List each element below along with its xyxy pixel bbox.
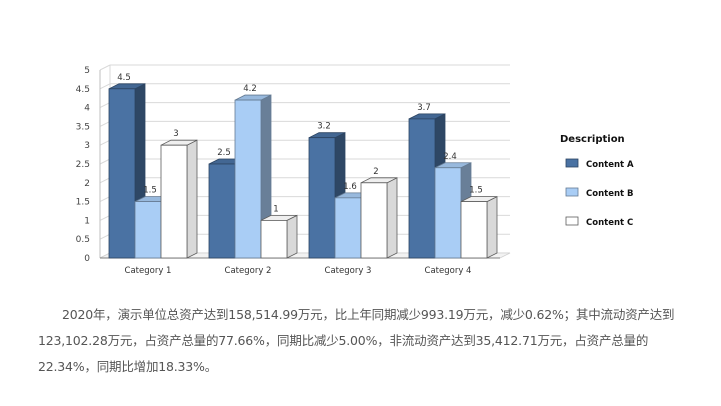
- legend-swatch: [565, 187, 579, 197]
- y-tick-label: 4.5: [76, 85, 90, 95]
- y-tick-label: 0.5: [76, 235, 90, 245]
- data-label: 1.6: [343, 182, 357, 192]
- bar-side: [186, 139, 198, 259]
- legend-item-label: Content A: [586, 160, 634, 170]
- bar-front: [208, 163, 236, 259]
- y-tick-label: 2: [84, 179, 90, 189]
- gridline-diag: [99, 196, 111, 203]
- bar-front: [308, 137, 336, 259]
- y-tick-label: 3.5: [76, 122, 90, 132]
- data-label: 1.5: [143, 186, 157, 196]
- bar-chart: 0 0.5 1 1.5 2 2.5 3 3.5 4 4.5 5 4.5 1.5 3 Category 1 2.…: [76, 64, 634, 276]
- y-tick-label: 0: [84, 254, 90, 264]
- data-label: 2: [373, 167, 378, 177]
- bar-side: [286, 214, 298, 259]
- bar-front: [134, 201, 162, 259]
- y-tick-label: 1.5: [76, 198, 90, 208]
- bar: [460, 195, 498, 259]
- x-tick-label: Category 1: [125, 266, 172, 276]
- bar-front: [434, 167, 462, 259]
- legend-item-label: Content B: [586, 189, 634, 199]
- data-label: 4.5: [117, 73, 131, 83]
- bars: [108, 83, 498, 259]
- bar-front: [160, 144, 188, 259]
- data-label: 2.5: [217, 148, 231, 158]
- bar: [260, 214, 298, 259]
- legend-swatch: [565, 216, 579, 226]
- bar: [360, 177, 398, 259]
- gridline-diag: [99, 139, 111, 146]
- data-label: 3: [173, 129, 178, 139]
- chart-area: 0 0.5 1 1.5 2 2.5 3 3.5 4 4.5 5 4.5 1.5 3 Category 1 2.…: [76, 64, 634, 276]
- bar-side: [386, 177, 398, 259]
- y-tick-label: 2.5: [76, 160, 90, 170]
- data-label: 4.2: [243, 84, 257, 94]
- gridline-diag: [99, 177, 111, 184]
- bar-front: [334, 197, 362, 259]
- bar: [234, 94, 272, 259]
- gridline-diag: [99, 64, 111, 71]
- bar-side: [486, 195, 498, 259]
- data-label: 3.7: [417, 103, 431, 113]
- data-label: 2.4: [443, 152, 457, 162]
- data-label: 1.5: [469, 186, 483, 196]
- y-tick-label: 3: [84, 141, 90, 151]
- bar-front: [460, 201, 488, 259]
- bar-front: [360, 182, 388, 259]
- bar-front: [108, 88, 136, 259]
- gridline-diag: [99, 102, 111, 109]
- y-tick-label: 5: [84, 66, 90, 76]
- gridline-diag: [99, 120, 111, 127]
- bar: [160, 139, 198, 259]
- gridline-diag: [99, 233, 111, 240]
- legend: Description Content A Content B Content C: [560, 134, 634, 228]
- data-label: 1: [273, 204, 278, 214]
- bar-front: [260, 219, 288, 259]
- gridline-diag: [99, 83, 111, 90]
- gridline-diag: [99, 214, 111, 221]
- legend-swatch: [565, 158, 579, 168]
- x-tick-label: Category 2: [225, 266, 272, 276]
- x-tick-label: Category 3: [325, 266, 372, 276]
- y-tick-label: 1: [84, 216, 90, 226]
- x-tick-label: Category 4: [425, 266, 472, 276]
- bar-front: [234, 99, 262, 259]
- summary-paragraph: 2020年，演示单位总资产达到158,514.99万元，比上年同期减少993.1…: [38, 307, 675, 374]
- gridline-diag: [99, 158, 111, 165]
- legend-title: Description: [560, 134, 625, 145]
- y-tick-label: 4: [84, 104, 90, 114]
- legend-item-label: Content C: [586, 218, 633, 228]
- data-label: 3.2: [317, 122, 331, 132]
- bar-front: [408, 118, 436, 259]
